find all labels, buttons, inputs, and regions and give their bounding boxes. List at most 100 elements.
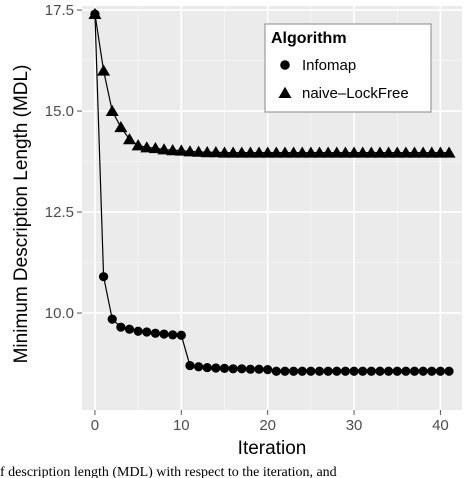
data-point-infomap: [142, 327, 152, 337]
data-point-infomap: [263, 365, 273, 375]
y-tick-label: 17.5: [45, 2, 74, 19]
y-axis-title: Minimum Description Length (MDL): [11, 65, 32, 364]
data-point-naive-lockfree: [174, 144, 188, 156]
data-point-naive-lockfree: [226, 146, 240, 158]
data-point-naive-lockfree: [217, 146, 232, 158]
x-tick-label: 30: [346, 417, 363, 434]
data-point-naive-lockfree: [416, 146, 430, 158]
data-point-infomap: [116, 322, 126, 332]
x-axis: 0 10 20 30 40: [91, 410, 449, 434]
x-tick-label: 10: [173, 417, 190, 434]
data-point-naive-lockfree: [425, 146, 439, 158]
data-point-naive-lockfree: [295, 146, 309, 158]
x-tick-label: 0: [91, 417, 99, 434]
data-point-infomap: [98, 272, 109, 282]
legend-key-circle-icon: [280, 60, 290, 70]
data-point-infomap: [366, 366, 376, 376]
data-point-naive-lockfree: [243, 146, 257, 158]
data-point-naive-lockfree: [200, 146, 214, 158]
legend: Algorithm Infomap naive–LockFree: [264, 23, 432, 113]
data-point-naive-lockfree: [312, 146, 327, 158]
data-point-infomap: [159, 329, 169, 339]
data-point-naive-lockfree: [122, 133, 137, 145]
data-point-infomap: [435, 366, 446, 376]
data-point-naive-lockfree: [433, 146, 447, 158]
data-point-infomap: [314, 366, 325, 376]
data-point-infomap: [306, 366, 316, 376]
data-point-naive-lockfree: [140, 141, 154, 153]
data-point-naive-lockfree: [330, 146, 344, 158]
data-point-naive-lockfree: [114, 121, 128, 133]
data-point-infomap: [124, 324, 135, 334]
mdl-line-chart: 10.0 12.5 15.0 17.5 0 10 20 30 40 Iteration Min…: [11, 2, 462, 459]
data-point-naive-lockfree: [131, 139, 145, 151]
data-point-naive-lockfree: [321, 146, 335, 158]
data-point-infomap: [409, 366, 420, 376]
data-point-infomap: [297, 366, 307, 376]
data-point-naive-lockfree: [338, 146, 352, 158]
data-point-infomap: [185, 360, 195, 371]
data-point-infomap: [418, 366, 428, 376]
data-point-naive-lockfree: [252, 146, 266, 158]
data-point-infomap: [168, 330, 178, 340]
data-point-naive-lockfree: [287, 146, 301, 158]
data-point-naive-lockfree: [399, 146, 413, 158]
data-point-naive-lockfree: [442, 146, 456, 158]
data-point-infomap: [280, 366, 290, 376]
data-point-naive-lockfree: [382, 146, 396, 158]
x-tick-label: 20: [259, 417, 276, 434]
y-tick-label: 10.0: [45, 305, 74, 322]
data-point-naive-lockfree: [209, 146, 223, 158]
data-point-naive-lockfree: [269, 146, 283, 158]
data-point-infomap: [219, 363, 230, 373]
data-point-naive-lockfree: [105, 104, 119, 116]
data-point-infomap: [288, 366, 299, 376]
data-point-infomap: [237, 364, 247, 374]
legend-title: Algorithm: [271, 30, 347, 47]
data-point-naive-lockfree: [356, 146, 370, 158]
data-point-naive-lockfree: [183, 145, 197, 157]
figure-caption: f description length (MDL) with respect …: [0, 466, 337, 478]
legend-key-triangle-icon: [278, 86, 292, 98]
data-point-naive-lockfree: [157, 143, 171, 155]
data-point-naive-lockfree: [235, 146, 249, 158]
data-point-infomap: [427, 366, 437, 376]
data-point-infomap: [358, 366, 368, 376]
data-point-infomap: [401, 366, 411, 376]
data-point-naive-lockfree: [166, 144, 180, 156]
data-point-infomap: [392, 366, 402, 376]
data-point-naive-lockfree: [347, 146, 361, 158]
data-point-infomap: [383, 366, 394, 376]
y-axis: 10.0 12.5 15.0 17.5: [45, 2, 82, 322]
data-point-infomap: [332, 366, 342, 376]
data-point-infomap: [444, 366, 454, 376]
data-point-infomap: [245, 364, 256, 374]
data-point-infomap: [271, 366, 281, 376]
data-point-infomap: [349, 366, 359, 376]
data-point-infomap: [228, 364, 238, 374]
data-point-naive-lockfree: [88, 7, 102, 20]
data-point-infomap: [211, 363, 221, 373]
data-point-infomap: [133, 326, 143, 336]
data-point-infomap: [323, 366, 333, 376]
data-point-naive-lockfree: [364, 146, 378, 158]
data-point-infomap: [107, 314, 117, 324]
data-point-infomap: [193, 362, 204, 372]
legend-label-naive-lockfree: naive–LockFree: [302, 85, 409, 102]
data-point-infomap: [176, 330, 186, 340]
data-point-infomap: [375, 366, 385, 376]
data-point-naive-lockfree: [148, 142, 162, 154]
x-tick-label: 40: [432, 417, 449, 434]
data-point-naive-lockfree: [278, 146, 292, 158]
data-point-naive-lockfree: [192, 145, 206, 157]
series-markers: [88, 7, 456, 376]
data-point-naive-lockfree: [373, 146, 387, 158]
data-point-infomap: [254, 364, 264, 374]
data-point-naive-lockfree: [390, 146, 404, 158]
x-axis-title: Iteration: [238, 438, 307, 459]
y-tick-label: 12.5: [45, 204, 74, 221]
y-tick-label: 15.0: [45, 103, 74, 120]
legend-label-infomap: Infomap: [302, 57, 356, 74]
data-point-infomap: [150, 328, 161, 338]
legend-box: [264, 23, 432, 113]
